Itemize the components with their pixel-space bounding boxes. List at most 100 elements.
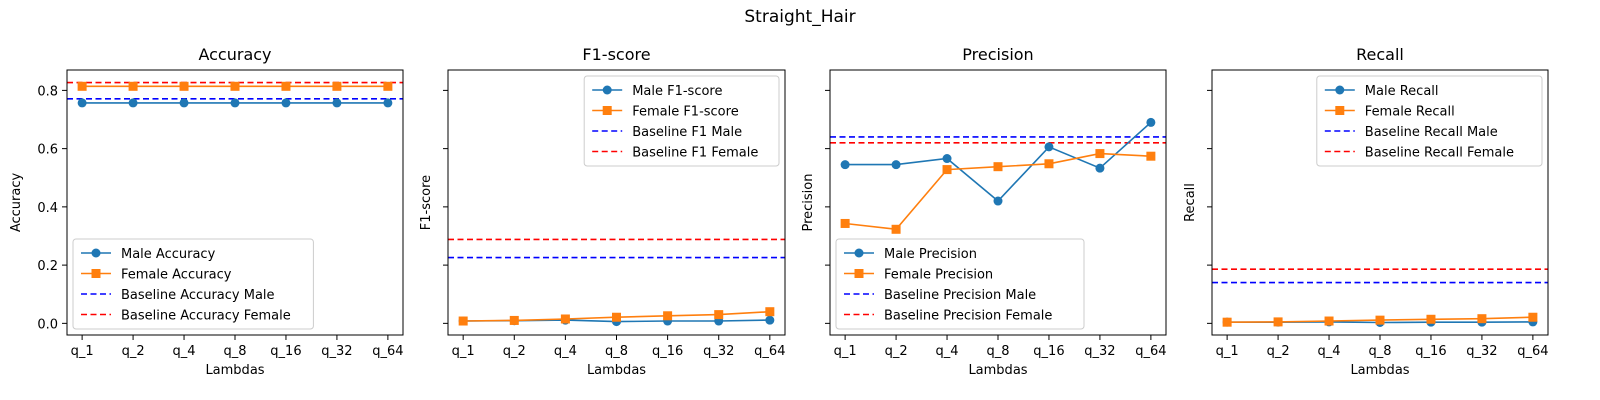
figure-suptitle: Straight_Hair <box>744 7 855 27</box>
data-point <box>560 314 570 324</box>
data-point <box>1222 317 1232 327</box>
y-axis-label: Accuracy <box>9 173 24 233</box>
y-tick-label: 0.4 <box>37 201 58 216</box>
legend-label: Male Precision <box>884 247 977 262</box>
data-point <box>1095 149 1105 159</box>
legend-label: Baseline Accuracy Female <box>121 309 291 324</box>
legend-label: Baseline F1 Male <box>632 125 742 140</box>
data-point <box>1044 159 1054 169</box>
x-tick-label: q_32 <box>1466 344 1497 359</box>
legend: Male Recall Female Recall Baseline Recall … <box>1316 75 1543 167</box>
y-tick-label: 0.6 <box>37 143 58 158</box>
data-point <box>765 307 775 317</box>
plot-frame <box>66 69 404 336</box>
panel-title: Recall <box>1356 45 1404 64</box>
panel-title: Accuracy <box>198 45 271 64</box>
legend-marker <box>854 269 864 278</box>
data-point <box>1528 312 1538 322</box>
x-tick-label: q_32 <box>1084 344 1115 359</box>
y-tick-label: 0.2 <box>37 259 58 274</box>
data-point <box>383 81 393 91</box>
data-point <box>714 310 724 320</box>
chart-panel-recall: Recall q_1 q_2 q_4 q_8 q_16 q_32 q_64 Lambdas Rec… <box>1183 45 1549 378</box>
data-point <box>663 311 673 321</box>
legend-marker <box>602 106 612 115</box>
data-point <box>891 160 901 170</box>
legend: Male F1-score Female F1-score Baseline F1 … <box>583 75 780 167</box>
data-point <box>230 81 240 91</box>
x-tick-label: q_64 <box>1517 344 1548 359</box>
legend-marker <box>602 85 612 95</box>
legend-marker <box>1335 85 1345 95</box>
x-axis-label: Lambdas <box>1350 363 1409 378</box>
x-tick-label: q_1 <box>452 344 475 359</box>
x-axis-label: Lambdas <box>968 363 1027 378</box>
data-point <box>383 98 393 108</box>
x-tick-label: q_32 <box>321 344 352 359</box>
x-tick-label: q_4 <box>173 344 196 359</box>
data-point <box>1146 117 1156 127</box>
x-tick-label: q_64 <box>372 344 403 359</box>
legend-label: Female Precision <box>884 268 993 283</box>
data-point <box>942 154 952 164</box>
data-point <box>128 98 138 108</box>
data-point <box>458 316 468 326</box>
x-tick-label: q_4 <box>936 344 959 359</box>
legend-label: Baseline Accuracy Male <box>121 288 275 303</box>
data-point <box>891 224 901 234</box>
data-point <box>230 98 240 108</box>
x-tick-label: q_4 <box>1318 344 1341 359</box>
legend-label: Male Recall <box>1365 84 1439 99</box>
data-point <box>77 81 87 91</box>
x-axis-label: Lambdas <box>587 363 646 378</box>
data-point <box>128 81 138 91</box>
data-point <box>179 98 189 108</box>
data-point <box>1324 316 1334 326</box>
legend-label: Female Recall <box>1365 105 1455 120</box>
chart-panel-accuracy: Accuracy q_1 q_2 q_4 q_8 q_16 q_32 q_64 Lambdas 0… <box>9 45 404 378</box>
panel-title: F1-score <box>582 45 650 64</box>
data-point <box>840 218 850 228</box>
y-axis-label: Recall <box>1183 183 1198 222</box>
plot-frame <box>447 69 786 336</box>
data-point <box>509 315 519 325</box>
data-point <box>1477 314 1487 324</box>
x-tick-label: q_2 <box>1267 344 1290 359</box>
legend: Male Accuracy Female Accuracy Baseline Acc… <box>72 238 314 330</box>
x-tick-label: q_2 <box>503 344 526 359</box>
y-axis-label: F1-score <box>419 175 434 230</box>
legend-label: Female F1-score <box>632 105 739 120</box>
x-tick-label: q_4 <box>554 344 577 359</box>
data-point <box>77 98 87 108</box>
x-tick-label: q_16 <box>270 344 301 359</box>
x-tick-label: q_1 <box>71 344 94 359</box>
legend-label: Baseline Precision Male <box>884 288 1036 303</box>
data-point <box>942 165 952 175</box>
data-point <box>1375 315 1385 325</box>
plot-frame <box>1211 69 1549 336</box>
legend-label: Baseline Recall Male <box>1365 125 1498 140</box>
data-point <box>281 98 291 108</box>
x-tick-label: q_8 <box>223 344 246 359</box>
data-point <box>612 312 621 322</box>
data-point <box>332 81 342 91</box>
x-axis-label: Lambdas <box>205 363 264 378</box>
data-point <box>1273 317 1283 327</box>
legend-label: Baseline F1 Female <box>632 146 758 161</box>
legend-marker <box>854 248 864 258</box>
data-point <box>332 98 342 108</box>
data-point <box>1044 142 1054 152</box>
data-point <box>993 162 1003 172</box>
x-tick-label: q_64 <box>754 344 785 359</box>
legend-label: Baseline Precision Female <box>884 309 1052 324</box>
x-tick-label: q_16 <box>652 344 683 359</box>
plot-frame <box>829 69 1167 336</box>
data-point <box>1426 314 1436 324</box>
legend-box <box>583 75 780 167</box>
legend-label: Male Accuracy <box>121 247 216 262</box>
series-line <box>845 121 1152 203</box>
legend-box <box>72 238 314 330</box>
legend-marker <box>91 248 101 258</box>
data-point <box>179 81 189 91</box>
